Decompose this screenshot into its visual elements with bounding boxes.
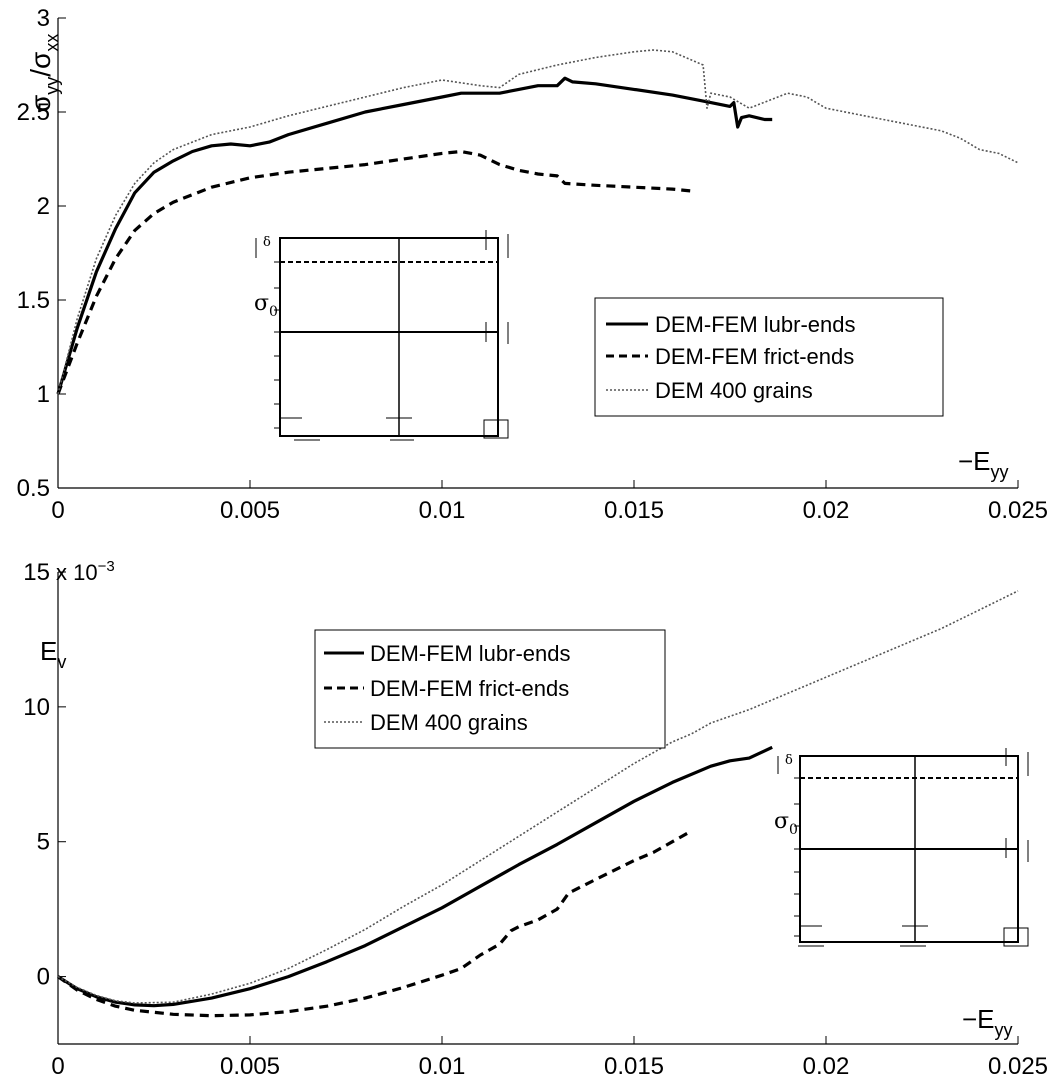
inset-diagram: δ σ0: [254, 230, 509, 441]
inset-delta-label: δ: [785, 753, 793, 768]
x-tick-label: 0.02: [803, 1053, 850, 1080]
series-group: [57, 590, 1019, 1018]
y-tick-label: 0.5: [17, 475, 50, 502]
y-tick-label: 15: [23, 559, 50, 586]
x-tick-label: 0.02: [803, 497, 850, 524]
x-tick-label: 0.025: [988, 1053, 1048, 1080]
series-line-solid: [57, 745, 773, 1008]
series-group: [56, 49, 1019, 395]
y-tick-label: 1: [37, 381, 50, 408]
axes: [57, 17, 1019, 489]
x-tick-label: 0.025: [988, 497, 1048, 524]
legend-label-lubr: DEM-FEM lubr-ends: [370, 641, 570, 666]
y-tick-label: 1.5: [17, 287, 50, 314]
inset-sigma-label: σ0: [774, 809, 798, 838]
series-line-dashed: [57, 829, 693, 1018]
x-tick-label: 0.01: [419, 1053, 466, 1080]
y-exponent-label: x 10−3: [56, 558, 115, 585]
x-axis-label: −Eyy: [958, 446, 1009, 482]
chart-stress-ratio: 0 0.005 0.01 0.015 0.02 0.025 0.5 1 1.5 2 2.5 3 σyy…: [17, 5, 1048, 524]
inset-left-ticks: [794, 777, 800, 937]
x-tick-label: 0.015: [604, 1053, 664, 1080]
y-tick-label: 3: [37, 5, 50, 32]
legend-label-dem: DEM 400 grains: [655, 378, 813, 403]
x-axis-label: −Eyy: [962, 1004, 1013, 1040]
x-tick-label: 0: [51, 1053, 64, 1080]
legend-label-lubr: DEM-FEM lubr-ends: [655, 312, 855, 337]
x-tick-label: 0.01: [419, 497, 466, 524]
y-axis-label: Ev: [40, 636, 66, 672]
legend-label-dem: DEM 400 grains: [370, 710, 528, 735]
y-tick-label: 10: [23, 694, 50, 721]
legend: DEM-FEM lubr-ends DEM-FEM frict-ends DEM…: [314, 629, 666, 749]
legend-label-frict: DEM-FEM frict-ends: [370, 676, 569, 701]
inset-box: [279, 237, 499, 437]
x-tick-label: 0.005: [220, 497, 280, 524]
tick-labels: 0 0.005 0.01 0.015 0.02 0.025 0 5 10 15: [23, 559, 1048, 1080]
y-tick-label: 0: [37, 964, 50, 991]
legend-label-frict: DEM-FEM frict-ends: [655, 344, 854, 369]
inset-diagram: δ σ0: [774, 748, 1029, 947]
series-line-solid: [56, 76, 773, 395]
inset-sigma-label: σ0: [254, 291, 278, 320]
inset-corner-box: [1003, 927, 1029, 947]
inset-delta-label: δ: [263, 235, 271, 250]
y-tick-label: 2.5: [17, 99, 50, 126]
x-tick-label: 0.005: [220, 1053, 280, 1080]
x-tick-label: 0: [51, 497, 64, 524]
y-axis-label: σyy/σxx: [25, 34, 62, 112]
inset-corner-box: [483, 419, 509, 439]
tick-labels: 0 0.005 0.01 0.015 0.02 0.025 0.5 1 1.5 2 2.5 3: [17, 5, 1048, 524]
inset-left-ticks: [274, 261, 280, 429]
y-tick-label: 2: [37, 193, 50, 220]
legend: DEM-FEM lubr-ends DEM-FEM frict-ends DEM…: [594, 297, 944, 417]
legend-box: [594, 297, 944, 417]
legend-box: [314, 629, 666, 749]
axes: [57, 571, 1019, 1045]
x-tick-label: 0.015: [604, 497, 664, 524]
chart-volumetric-strain: 0 0.005 0.01 0.015 0.02 0.025 0 5 10 15 x 10−3 Ev…: [23, 558, 1048, 1080]
series-line-dashed: [56, 149, 692, 395]
y-tick-label: 5: [37, 829, 50, 856]
